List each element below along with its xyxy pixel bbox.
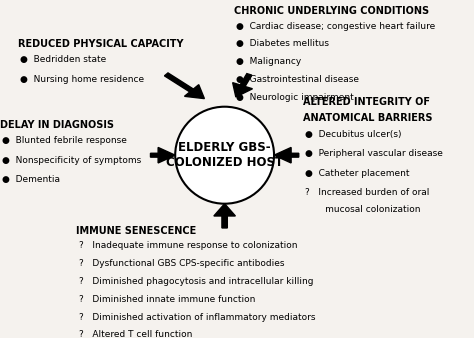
Text: ●  Bedridden state: ● Bedridden state: [20, 55, 107, 64]
Text: ●  Decubitus ulcer(s): ● Decubitus ulcer(s): [305, 130, 402, 139]
Ellipse shape: [175, 107, 274, 204]
Text: ●  Diabetes mellitus: ● Diabetes mellitus: [236, 39, 329, 48]
Text: ●  Dementia: ● Dementia: [2, 175, 60, 184]
Text: ALTERED INTEGRITY OF: ALTERED INTEGRITY OF: [303, 97, 430, 107]
Text: ●  Catheter placement: ● Catheter placement: [305, 169, 410, 178]
Text: DELAY IN DIAGNOSIS: DELAY IN DIAGNOSIS: [0, 120, 114, 130]
Text: ?   Altered T cell function: ? Altered T cell function: [79, 330, 192, 338]
Text: IMMUNE SENESCENCE: IMMUNE SENESCENCE: [76, 226, 197, 236]
Text: ?   Increased burden of oral: ? Increased burden of oral: [305, 188, 430, 197]
Text: ●  Cardiac disease; congestive heart failure: ● Cardiac disease; congestive heart fail…: [236, 22, 435, 30]
Text: ELDERLY GBS-
COLONIZED HOST: ELDERLY GBS- COLONIZED HOST: [166, 141, 283, 169]
Text: ?   Diminished phagocytosis and intracellular killing: ? Diminished phagocytosis and intracellu…: [79, 277, 313, 286]
Text: CHRONIC UNDERLYING CONDITIONS: CHRONIC UNDERLYING CONDITIONS: [234, 6, 428, 17]
FancyArrow shape: [151, 147, 175, 163]
Text: ?   Dysfunctional GBS CPS-specific antibodies: ? Dysfunctional GBS CPS-specific antibod…: [79, 259, 284, 268]
Text: ●  Nonspecificity of symptoms: ● Nonspecificity of symptoms: [2, 155, 142, 165]
Text: ●  Gastrointestinal disease: ● Gastrointestinal disease: [236, 75, 359, 84]
Text: REDUCED PHYSICAL CAPACITY: REDUCED PHYSICAL CAPACITY: [18, 39, 183, 49]
Text: ?   Diminished innate immune function: ? Diminished innate immune function: [79, 295, 255, 304]
Text: ?   Diminished activation of inflammatory mediators: ? Diminished activation of inflammatory …: [79, 313, 315, 321]
FancyArrow shape: [233, 74, 253, 97]
FancyArrow shape: [214, 204, 236, 228]
FancyArrow shape: [274, 147, 299, 163]
Text: ●  Peripheral vascular disease: ● Peripheral vascular disease: [305, 149, 443, 159]
Text: mucosal colonization: mucosal colonization: [305, 205, 421, 214]
Text: ●  Neurologic impairment: ● Neurologic impairment: [236, 93, 354, 102]
Text: ●  Blunted febrile response: ● Blunted febrile response: [2, 136, 127, 145]
Text: ●  Nursing home residence: ● Nursing home residence: [20, 75, 145, 84]
Text: ANATOMICAL BARRIERS: ANATOMICAL BARRIERS: [303, 114, 433, 123]
FancyArrow shape: [164, 73, 204, 99]
Text: ?   Inadequate immune response to colonization: ? Inadequate immune response to coloniza…: [79, 241, 297, 250]
Text: ●  Malignancy: ● Malignancy: [236, 57, 301, 66]
